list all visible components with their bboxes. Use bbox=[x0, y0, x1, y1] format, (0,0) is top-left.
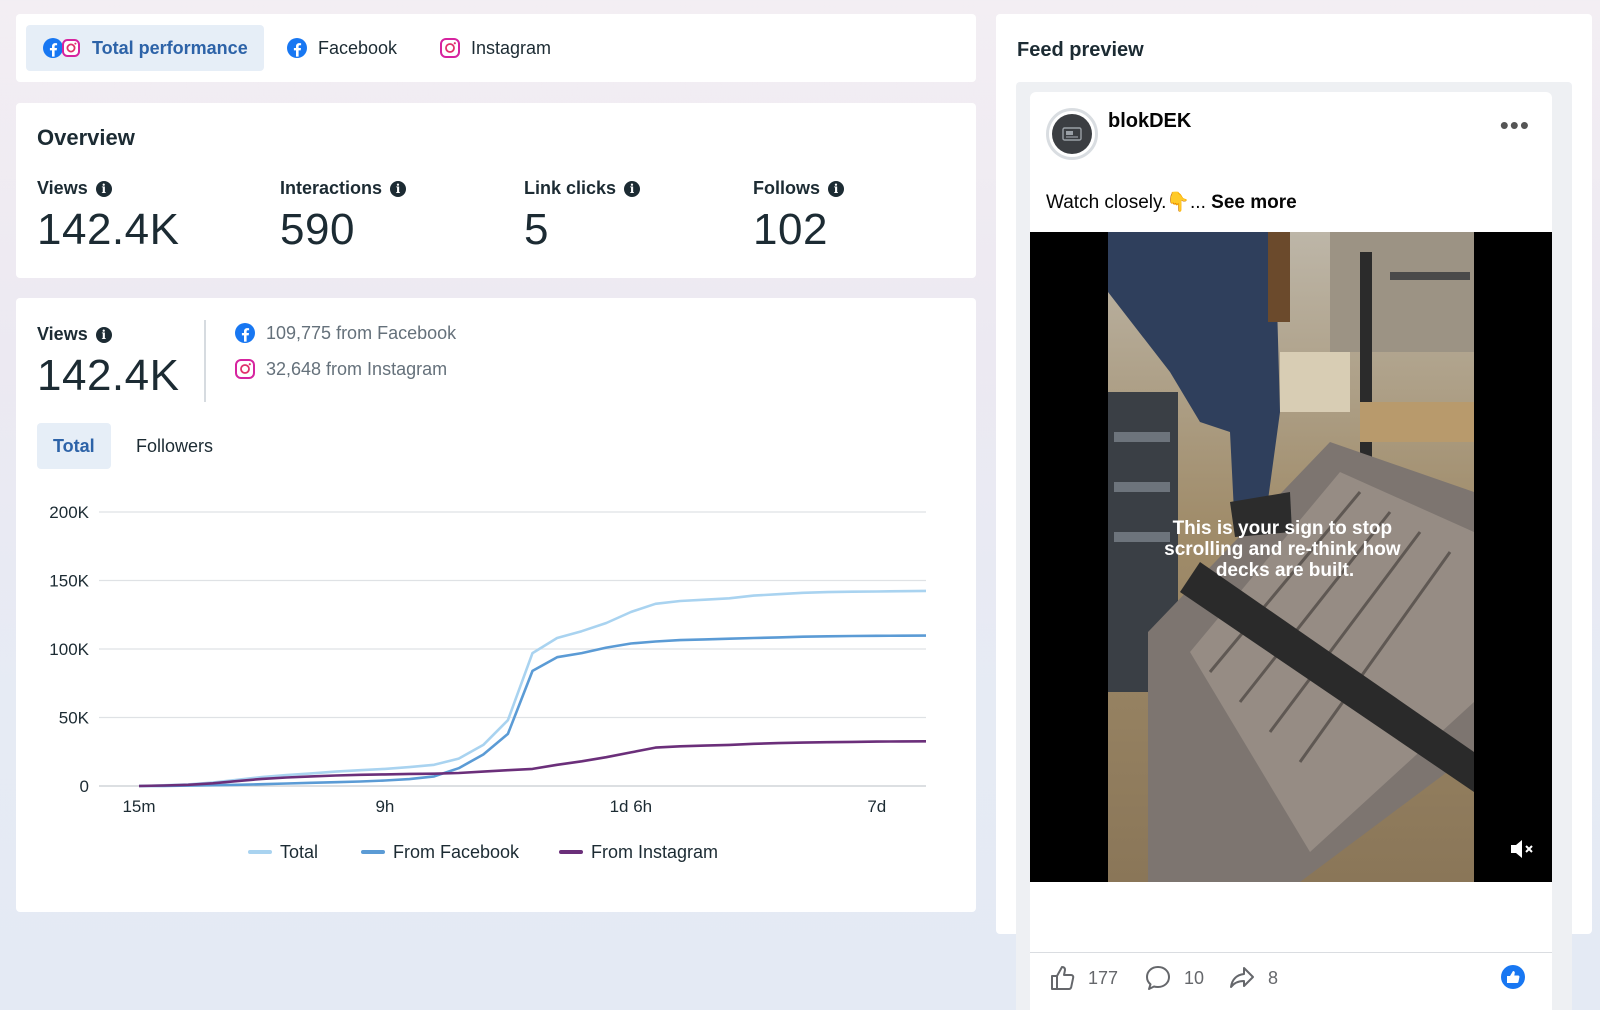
legend-label: From Instagram bbox=[591, 842, 718, 862]
post-caption: Watch closely.👇... See more bbox=[1046, 190, 1297, 214]
like-button[interactable]: 177 bbox=[1048, 964, 1118, 992]
x-tick-label: 15m bbox=[122, 797, 155, 816]
metric-label: Link clicks bbox=[524, 178, 617, 198]
metric-value: 5 bbox=[524, 205, 549, 254]
like-badge-icon bbox=[1500, 964, 1526, 990]
comment-count: 10 bbox=[1184, 967, 1205, 988]
series-line-total bbox=[138, 589, 927, 788]
metric-label: Views bbox=[37, 178, 88, 198]
metric-value: 102 bbox=[753, 205, 828, 254]
share-button[interactable]: 8 bbox=[1228, 964, 1278, 992]
info-icon[interactable]: i bbox=[95, 180, 112, 197]
video-overlay-text: This is your sign to stop scrolling and … bbox=[1164, 518, 1406, 581]
metric-link-clicks: Link clicks i 5 bbox=[524, 178, 641, 255]
logo-icon bbox=[1062, 127, 1082, 141]
legend-label: From Facebook bbox=[393, 842, 520, 862]
post: blokDEK ••• Watch closely.👇... See more bbox=[1030, 92, 1552, 1010]
facebook-icon bbox=[286, 37, 308, 59]
legend-label: Total bbox=[280, 842, 318, 862]
metric-value: 142.4K bbox=[37, 205, 180, 254]
info-icon[interactable]: i bbox=[390, 180, 407, 197]
series-line-from-instagram bbox=[138, 740, 927, 788]
comment-button[interactable]: 10 bbox=[1144, 964, 1204, 992]
x-tick-label: 1d 6h bbox=[610, 797, 653, 816]
series-line-from-facebook bbox=[138, 634, 927, 788]
tab-instagram[interactable]: Instagram bbox=[423, 25, 567, 71]
source-facebook: 109,775 from Facebook bbox=[234, 322, 456, 344]
facebook-icon bbox=[234, 322, 256, 344]
comment-icon bbox=[1144, 964, 1172, 992]
facebook-instagram-icon bbox=[42, 37, 82, 59]
source-instagram: 32,648 from Instagram bbox=[234, 358, 447, 380]
tab-label: Instagram bbox=[471, 37, 552, 58]
like-icon bbox=[1048, 964, 1076, 992]
views-summary: Views i 142.4K bbox=[37, 324, 179, 401]
like-reaction-badge bbox=[1500, 964, 1526, 990]
divider bbox=[204, 320, 206, 402]
tab-label: Facebook bbox=[318, 37, 398, 58]
tab-followers[interactable]: Followers bbox=[136, 435, 214, 456]
like-count: 177 bbox=[1088, 967, 1119, 988]
y-tick-label: 150K bbox=[49, 572, 89, 591]
views-value: 142.4K bbox=[37, 351, 180, 400]
feed-preview-card: Feed preview blokDEK ••• Watch closely.👇… bbox=[996, 14, 1592, 1010]
platform-tab-bar: Total performance Facebook Instagram bbox=[16, 14, 976, 82]
video-frame: This is your sign to stop scrolling and … bbox=[1108, 232, 1474, 882]
feed-preview-title: Feed preview bbox=[1017, 39, 1144, 61]
feed-preview-frame: blokDEK ••• Watch closely.👇... See more bbox=[1016, 82, 1572, 1010]
overview-title: Overview bbox=[37, 125, 135, 150]
info-icon[interactable]: i bbox=[95, 326, 112, 343]
tab-label: Total performance bbox=[92, 37, 248, 58]
overview-card: Overview Views i 142.4K Interactions i 590… bbox=[16, 103, 976, 278]
metric-follows: Follows i 102 bbox=[753, 178, 844, 255]
metric-value: 590 bbox=[280, 205, 355, 254]
views-line-chart: 0 50K 100K 150K 200K 15m 9h 1d 6h 7d Total From Fa… bbox=[49, 503, 927, 862]
views-chart-card: Views i 142.4K 109,775 from Facebook 32,6… bbox=[16, 298, 976, 912]
info-icon[interactable]: i bbox=[828, 180, 844, 197]
instagram-icon bbox=[439, 37, 461, 59]
x-tick-label: 9h bbox=[375, 797, 394, 816]
metric-views: Views i 142.4K bbox=[37, 178, 179, 255]
share-icon bbox=[1228, 964, 1256, 992]
x-tick-label: 7d bbox=[867, 797, 886, 816]
mute-icon[interactable] bbox=[1508, 837, 1536, 866]
metric-label: Follows bbox=[753, 178, 820, 198]
caption-text: Watch closely.👇... bbox=[1046, 192, 1212, 213]
more-options-icon[interactable]: ••• bbox=[1499, 110, 1530, 140]
instagram-icon bbox=[234, 358, 256, 380]
video-player[interactable]: This is your sign to stop scrolling and … bbox=[1030, 232, 1552, 882]
views-label: Views bbox=[37, 324, 88, 344]
source-text: 109,775 from Facebook bbox=[266, 322, 457, 343]
page-name[interactable]: blokDEK bbox=[1108, 110, 1192, 132]
y-tick-label: 0 bbox=[80, 777, 89, 796]
tab-facebook[interactable]: Facebook bbox=[270, 25, 413, 71]
tab-total[interactable]: Total bbox=[37, 423, 111, 469]
metric-label: Interactions bbox=[280, 178, 383, 198]
divider bbox=[1030, 952, 1552, 953]
tab-total-performance[interactable]: Total performance bbox=[26, 25, 264, 71]
share-count: 8 bbox=[1268, 967, 1279, 988]
info-icon[interactable]: i bbox=[624, 180, 641, 197]
source-text: 32,648 from Instagram bbox=[266, 358, 448, 379]
avatar[interactable] bbox=[1046, 108, 1098, 160]
metric-interactions: Interactions i 590 bbox=[280, 178, 407, 255]
y-tick-label: 100K bbox=[49, 640, 89, 659]
see-more-link[interactable]: See more bbox=[1211, 192, 1297, 213]
y-tick-label: 200K bbox=[49, 503, 89, 522]
y-tick-label: 50K bbox=[59, 709, 90, 728]
